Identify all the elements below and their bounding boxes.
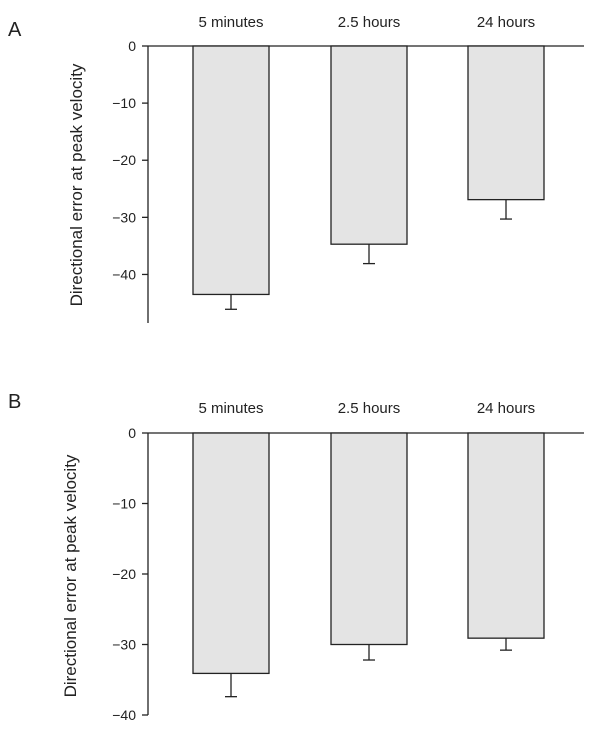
- y-tick-label: −30: [112, 637, 136, 653]
- panel-a: A Directional error at peak velocity 0 −10 −…: [8, 14, 584, 323]
- y-tick-label: −40: [112, 266, 136, 282]
- bar: [467, 45, 545, 201]
- y-tick-label: −10: [112, 496, 136, 512]
- panel-b: B Directional error at peak velocity 0 −10 −…: [8, 391, 584, 723]
- bar: [330, 432, 408, 646]
- bar: [330, 45, 408, 245]
- category-label: 2.5 hours: [338, 400, 401, 417]
- category-label: 5 minutes: [198, 14, 263, 31]
- category-label: 2.5 hours: [338, 14, 401, 31]
- panel-letter: B: [8, 391, 21, 413]
- category-label: 24 hours: [477, 400, 535, 417]
- y-tick-label: −20: [112, 566, 136, 582]
- y-tick-label: −20: [112, 152, 136, 168]
- y-tick-label: −30: [112, 209, 136, 225]
- y-tick-label: −40: [112, 707, 136, 723]
- y-tick-label: −10: [112, 95, 136, 111]
- category-label: 24 hours: [477, 14, 535, 31]
- bar: [192, 432, 270, 675]
- y-tick-label: 0: [128, 38, 136, 54]
- panel-letter: A: [8, 19, 22, 41]
- bar: [467, 432, 545, 639]
- y-axis-title: Directional error at peak velocity: [67, 63, 86, 306]
- y-tick-label: 0: [128, 425, 136, 441]
- category-label: 5 minutes: [198, 400, 263, 417]
- y-axis-title: Directional error at peak velocity: [61, 454, 80, 697]
- bar: [192, 45, 270, 296]
